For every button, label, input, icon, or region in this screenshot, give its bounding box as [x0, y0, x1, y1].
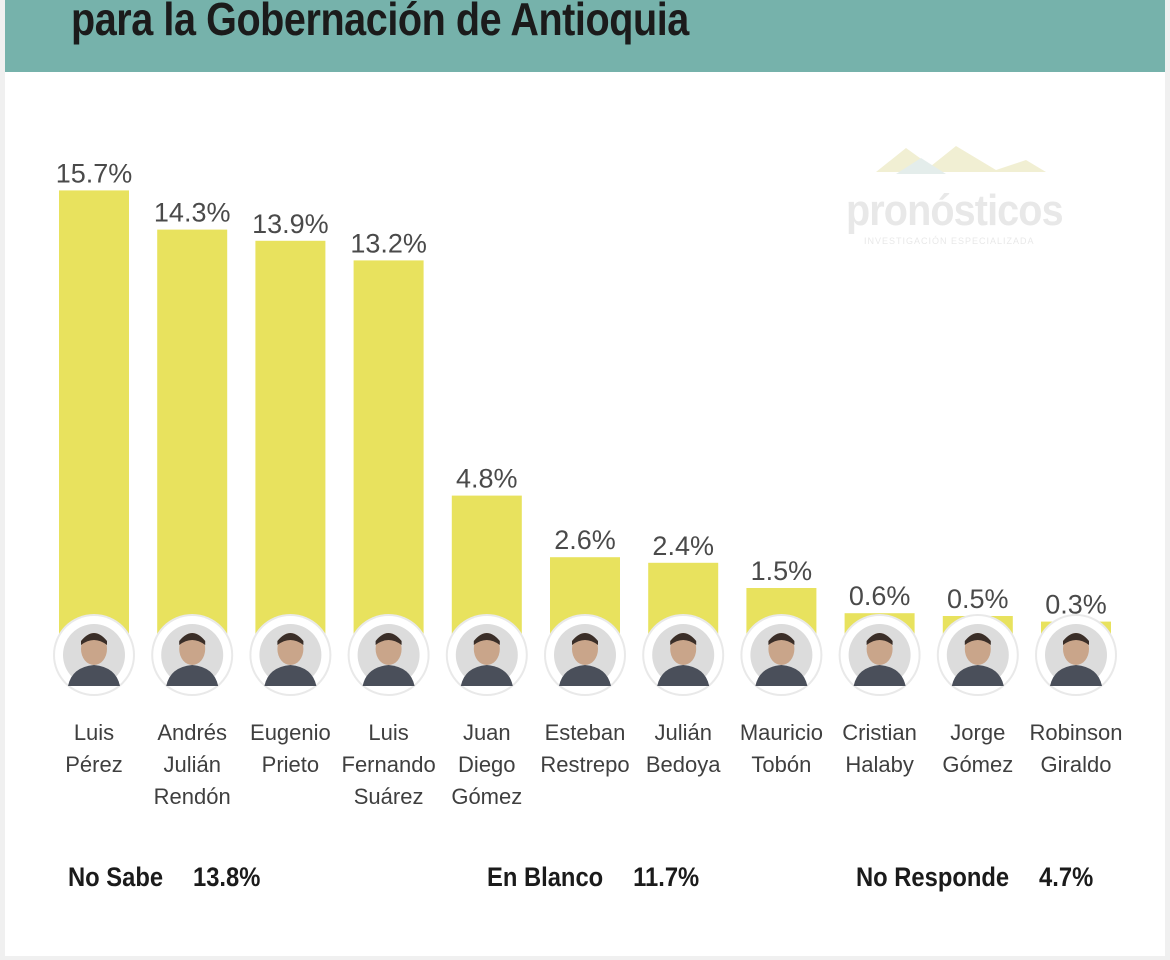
value-label: 2.4%	[652, 531, 714, 561]
avatars-layer	[53, 614, 1117, 696]
candidate-name-line: Juan	[463, 720, 511, 745]
candidate-name-line: Julián	[654, 720, 711, 745]
value-label: 15.7%	[56, 158, 133, 188]
candidate-name-line: Cristian	[842, 720, 917, 745]
value-label: 4.8%	[456, 464, 518, 494]
candidate-avatar-icon	[445, 614, 528, 696]
candidate-name-line: Eugenio	[250, 720, 331, 745]
header-band: para la Gobernación de Antioquia	[5, 0, 1165, 72]
candidate-avatar-icon	[249, 614, 332, 696]
page-title: para la Gobernación de Antioquia	[71, 0, 689, 45]
mountain-logo-icon	[876, 146, 1046, 174]
candidate-name-line: Suárez	[354, 784, 424, 809]
candidate-avatar-icon	[642, 614, 725, 696]
candidate-name-line: Fernando	[342, 752, 436, 777]
candidate-name-line: Luis	[74, 720, 114, 745]
candidate-avatar-icon	[544, 614, 626, 696]
value-label: 14.3%	[154, 198, 231, 228]
summary-value: 4.7%	[1039, 862, 1094, 892]
candidate-name-line: Giraldo	[1041, 752, 1112, 777]
bar	[157, 229, 228, 650]
candidate-avatar-icon	[347, 614, 430, 696]
candidate-name-line: Tobón	[751, 752, 811, 777]
summary-label: En Blanco	[487, 862, 604, 892]
candidate-name-line: Bedoya	[646, 752, 721, 777]
summary-value: 13.8%	[192, 862, 261, 892]
candidate-name-line: Pérez	[65, 752, 122, 777]
value-label: 0.5%	[947, 584, 1009, 614]
candidate-name-line: Halaby	[845, 752, 913, 777]
value-label: 0.3%	[1045, 590, 1107, 620]
candidate-avatar-icon	[53, 614, 135, 696]
candidate-name-line: Esteban	[545, 720, 626, 745]
bar	[255, 240, 326, 651]
candidate-name-line: Gómez	[451, 784, 522, 809]
bar	[353, 260, 424, 650]
summary-no-responde: No Responde 4.7%	[856, 862, 1093, 902]
candidate-avatar-icon	[1035, 614, 1117, 696]
labels-layer: 15.7% Luis Pérez 14.3% Andrés Julián Rendón 13.…	[56, 158, 1123, 809]
candidate-name-line: Restrepo	[540, 752, 629, 777]
candidate-name-line: Rendón	[154, 784, 231, 809]
candidate-avatar-icon	[936, 614, 1019, 696]
value-label: 2.6%	[554, 525, 616, 555]
candidate-name-line: Jorge	[950, 720, 1005, 745]
bars-layer	[59, 190, 1111, 651]
summary-en-blanco: En Blanco 11.7%	[487, 862, 699, 902]
bar	[59, 190, 129, 650]
summary-label: No Responde	[856, 862, 1010, 892]
candidate-name-line: Gómez	[942, 752, 1013, 777]
candidate-name-line: Robinson	[1030, 720, 1123, 745]
summary-label: No Sabe	[68, 862, 164, 892]
candidate-name-line: Andrés	[157, 720, 227, 745]
value-label: 1.5%	[751, 556, 813, 586]
summary-value: 11.7%	[633, 862, 700, 892]
summary-no-sabe: No Sabe 13.8%	[68, 862, 260, 902]
candidate-name-line: Prieto	[262, 752, 319, 777]
candidate-name-line: Diego	[458, 752, 515, 777]
value-label: 13.2%	[350, 228, 427, 258]
candidate-name-line: Julián	[163, 752, 220, 777]
candidate-avatar-icon	[740, 614, 823, 696]
value-label: 13.9%	[252, 209, 329, 239]
bar-chart: 15.7% Luis Pérez 14.3% Andrés Julián Rendón 13.…	[53, 158, 1123, 809]
candidate-name-line: Mauricio	[740, 720, 823, 745]
value-label: 0.6%	[849, 581, 911, 611]
candidate-avatar-icon	[151, 614, 234, 696]
watermark-tagline: INVESTIGACIÓN ESPECIALIZADA	[864, 236, 1035, 246]
candidate-avatar-icon	[838, 614, 921, 696]
pronosticos-logo-watermark: pronósticos INVESTIGACIÓN ESPECIALIZADA	[846, 140, 1066, 250]
candidate-name-line: Luis	[368, 720, 408, 745]
watermark-name: pronósticos	[846, 186, 1064, 235]
